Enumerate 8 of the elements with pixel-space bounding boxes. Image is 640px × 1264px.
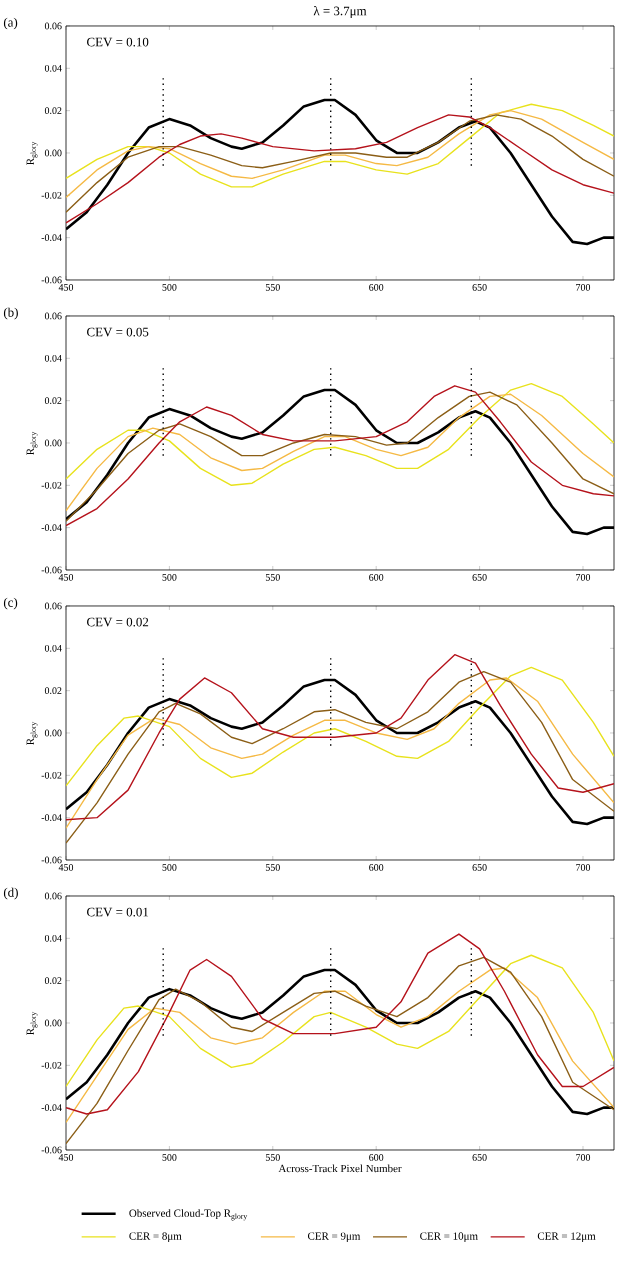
line-series xyxy=(66,653,615,821)
line-series xyxy=(66,956,615,1145)
line-series xyxy=(66,666,615,787)
line-series xyxy=(66,109,615,199)
line-series xyxy=(66,103,615,188)
line-series xyxy=(66,933,615,1115)
line-series xyxy=(66,954,615,1088)
line-series xyxy=(66,383,615,487)
